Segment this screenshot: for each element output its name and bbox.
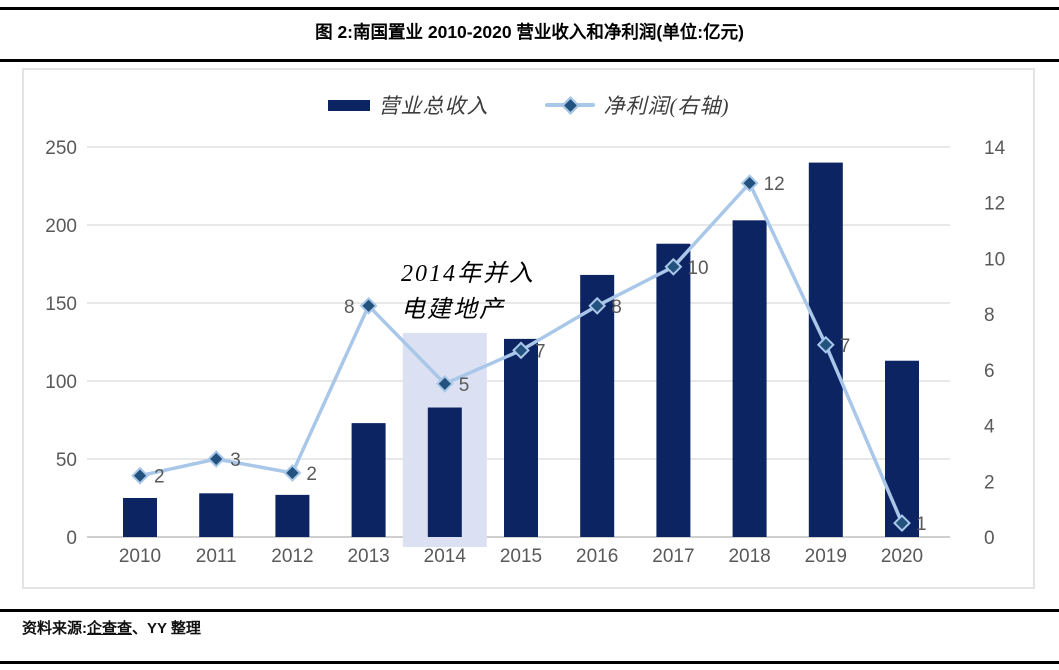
right-axis-tick-10: 10 (984, 249, 1005, 270)
right-axis-tick-0: 0 (984, 528, 995, 549)
point-label-2012: 2 (306, 464, 317, 485)
right-axis-tick-6: 6 (984, 361, 995, 382)
source-line: 资料来源:企查查、YY 整理 (22, 617, 201, 638)
point-label-2016: 8 (611, 297, 622, 318)
x-axis-label-2014: 2014 (424, 546, 467, 567)
point-label-2015: 7 (535, 341, 546, 362)
marker-2016 (588, 296, 607, 315)
point-label-2011: 3 (230, 450, 241, 471)
x-axis-label-2010: 2010 (119, 546, 161, 567)
left-axis-tick-50: 50 (56, 450, 77, 471)
left-axis-tick-100: 100 (45, 372, 77, 393)
net-profit-line-swatch (544, 96, 595, 115)
bar-2017 (656, 243, 691, 537)
marker-2013 (359, 296, 378, 315)
bottom-rule (0, 661, 1059, 664)
marker-2012 (283, 464, 302, 482)
x-axis-label-2016: 2016 (576, 546, 618, 567)
x-axis-label-2017: 2017 (652, 546, 694, 567)
x-axis-label-2018: 2018 (728, 546, 770, 567)
x-axis-label-2011: 2011 (196, 546, 237, 567)
combo-chart-plot: 2328578101271050100150200250024681012142… (45, 138, 1006, 567)
source-divider-rule (0, 609, 1059, 612)
bar-2010 (123, 498, 157, 537)
title-divider-rule (0, 59, 1059, 62)
bar-2016 (580, 274, 615, 537)
point-label-2018: 12 (764, 174, 785, 195)
marker-2011 (207, 450, 226, 468)
left-axis-tick-200: 200 (45, 216, 77, 237)
annotation-line-2: 电建地产 (401, 297, 505, 323)
legend-label-revenue: 营业总收入 (378, 94, 489, 118)
marker-2019 (816, 335, 835, 354)
right-axis-tick-2: 2 (984, 472, 995, 493)
chart-area: 营业总收入 净利润(右轴) 2 3 2 8 5 7 8 10 12 7 1 0 50 100 150 200 2… (22, 68, 1035, 589)
x-axis-label-2015: 2015 (500, 546, 542, 567)
left-axis-tick-150: 150 (45, 294, 77, 315)
point-label-2013: 8 (344, 297, 355, 318)
marker-2015 (512, 341, 530, 360)
bar-2014 (427, 407, 462, 537)
point-label-2017: 10 (687, 258, 708, 279)
marker-2017 (664, 257, 683, 276)
bar-2015 (504, 338, 538, 537)
right-axis-tick-8: 8 (984, 305, 995, 326)
right-axis-tick-12: 12 (984, 194, 1005, 215)
legend-item-net-profit: 净利润(右轴) (544, 90, 730, 120)
right-axis-tick-4: 4 (984, 417, 995, 438)
x-axis-label-2013: 2013 (347, 546, 389, 567)
x-axis-label-2019: 2019 (805, 546, 847, 567)
annotation-line-1: 2014年并入 (401, 261, 535, 287)
bar-2018 (732, 220, 767, 537)
legend-item-revenue: 营业总收入 (327, 90, 489, 120)
point-label-2020: 1 (916, 514, 927, 535)
point-label-2010: 2 (154, 467, 165, 488)
figure-title: 图 2:南国置业 2010-2020 营业收入和净利润(单位:亿元) (315, 22, 744, 42)
left-axis-tick-0: 0 (66, 528, 77, 549)
right-axis-tick-14: 14 (984, 138, 1006, 159)
x-axis-label-2012: 2012 (271, 546, 313, 567)
legend-label-net-profit: 净利润(右轴) (603, 94, 730, 118)
marker-2014 (435, 374, 454, 393)
marker-2020 (893, 514, 911, 532)
bar-2011 (199, 493, 234, 537)
point-label-2014: 5 (459, 375, 470, 396)
x-axis-label-2020: 2020 (881, 546, 923, 567)
marker-2018 (740, 174, 759, 193)
chart-legend: 营业总收入 净利润(右轴) (24, 90, 1033, 120)
marker-2010 (131, 466, 149, 485)
revenue-bar-swatch (327, 99, 370, 111)
left-axis-tick-250: 250 (45, 138, 77, 159)
bar-2013 (351, 423, 386, 537)
top-rule (0, 7, 1059, 10)
bar-2020 (885, 360, 919, 537)
source-suffix: 、YY 整理 (132, 620, 201, 637)
merger-annotation: 2014年并入 电建地产 (401, 256, 535, 328)
source-link-qichacha[interactable]: 企查查 (87, 620, 133, 637)
source-prefix: 资料来源: (22, 620, 87, 637)
bar-2012 (275, 494, 310, 537)
point-label-2019: 7 (840, 336, 851, 357)
